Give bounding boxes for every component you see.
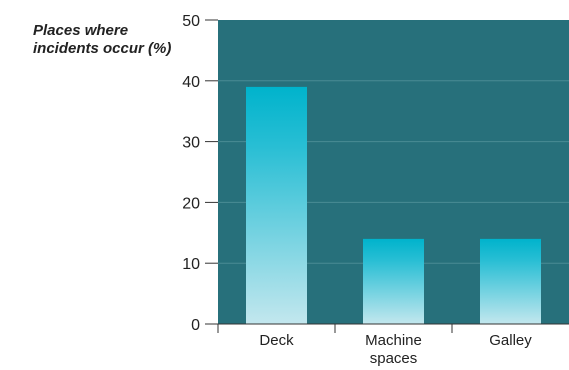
bar-galley [480,238,541,324]
x-category-label: Galley [489,332,532,349]
y-tick-label: 20 [182,195,200,212]
x-category-label: Deck [259,332,294,349]
y-tick-label: 40 [182,74,200,91]
y-tick-label: 0 [191,317,200,334]
bar-machine-spaces [363,238,424,324]
x-category-label: Machine spaces [365,332,422,367]
bars [246,86,541,324]
y-tick-label: 30 [182,135,200,152]
bar-deck [246,86,307,324]
chart-title: Places where incidents occur (%) [33,22,172,57]
y-tick-label: 50 [182,13,200,30]
y-tick-label: 10 [182,256,200,273]
axes: 0 10 20 30 40 50 Deck Machine spaces Galley [182,13,569,367]
